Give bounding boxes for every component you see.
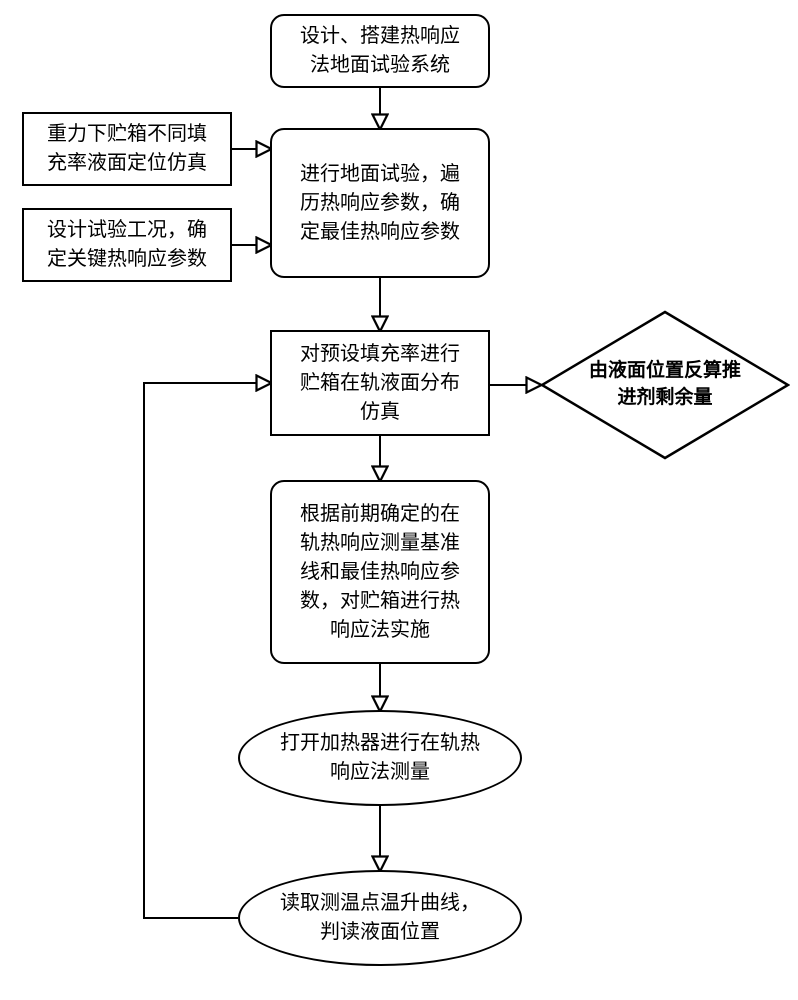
node-design-conditions: 设计试验工况，确定关键热响应参数	[22, 208, 232, 282]
node-label: 对预设填充率进行贮箱在轨液面分布仿真	[300, 340, 460, 427]
node-label: 重力下贮箱不同填充率液面定位仿真	[47, 120, 207, 178]
node-calc-remaining: 由液面位置反算推进剂剩余量	[540, 310, 790, 460]
node-gravity-sim: 重力下贮箱不同填充率液面定位仿真	[22, 112, 232, 186]
node-preset-fill-sim: 对预设填充率进行贮箱在轨液面分布仿真	[270, 330, 490, 436]
node-label: 进行地面试验，遍历热响应参数，确定最佳热响应参数	[300, 160, 460, 247]
node-label: 根据前期确定的在轨热响应测量基准线和最佳热响应参数，对贮箱进行热响应法实施	[300, 500, 460, 645]
node-label: 设计、搭建热响应法地面试验系统	[300, 22, 460, 80]
node-design-build-system: 设计、搭建热响应法地面试验系统	[270, 14, 490, 88]
node-label: 读取测温点温升曲线，判读液面位置	[280, 889, 480, 947]
node-label: 由液面位置反算推进剂剩余量	[589, 358, 741, 411]
node-label: 打开加热器进行在轨热响应法测量	[280, 729, 480, 787]
node-label: 设计试验工况，确定关键热响应参数	[47, 216, 207, 274]
node-read-curve: 读取测温点温升曲线，判读液面位置	[238, 870, 522, 966]
node-open-heater: 打开加热器进行在轨热响应法测量	[238, 710, 522, 806]
node-ground-test: 进行地面试验，遍历热响应参数，确定最佳热响应参数	[270, 128, 490, 278]
node-thermal-response-impl: 根据前期确定的在轨热响应测量基准线和最佳热响应参数，对贮箱进行热响应法实施	[270, 480, 490, 664]
